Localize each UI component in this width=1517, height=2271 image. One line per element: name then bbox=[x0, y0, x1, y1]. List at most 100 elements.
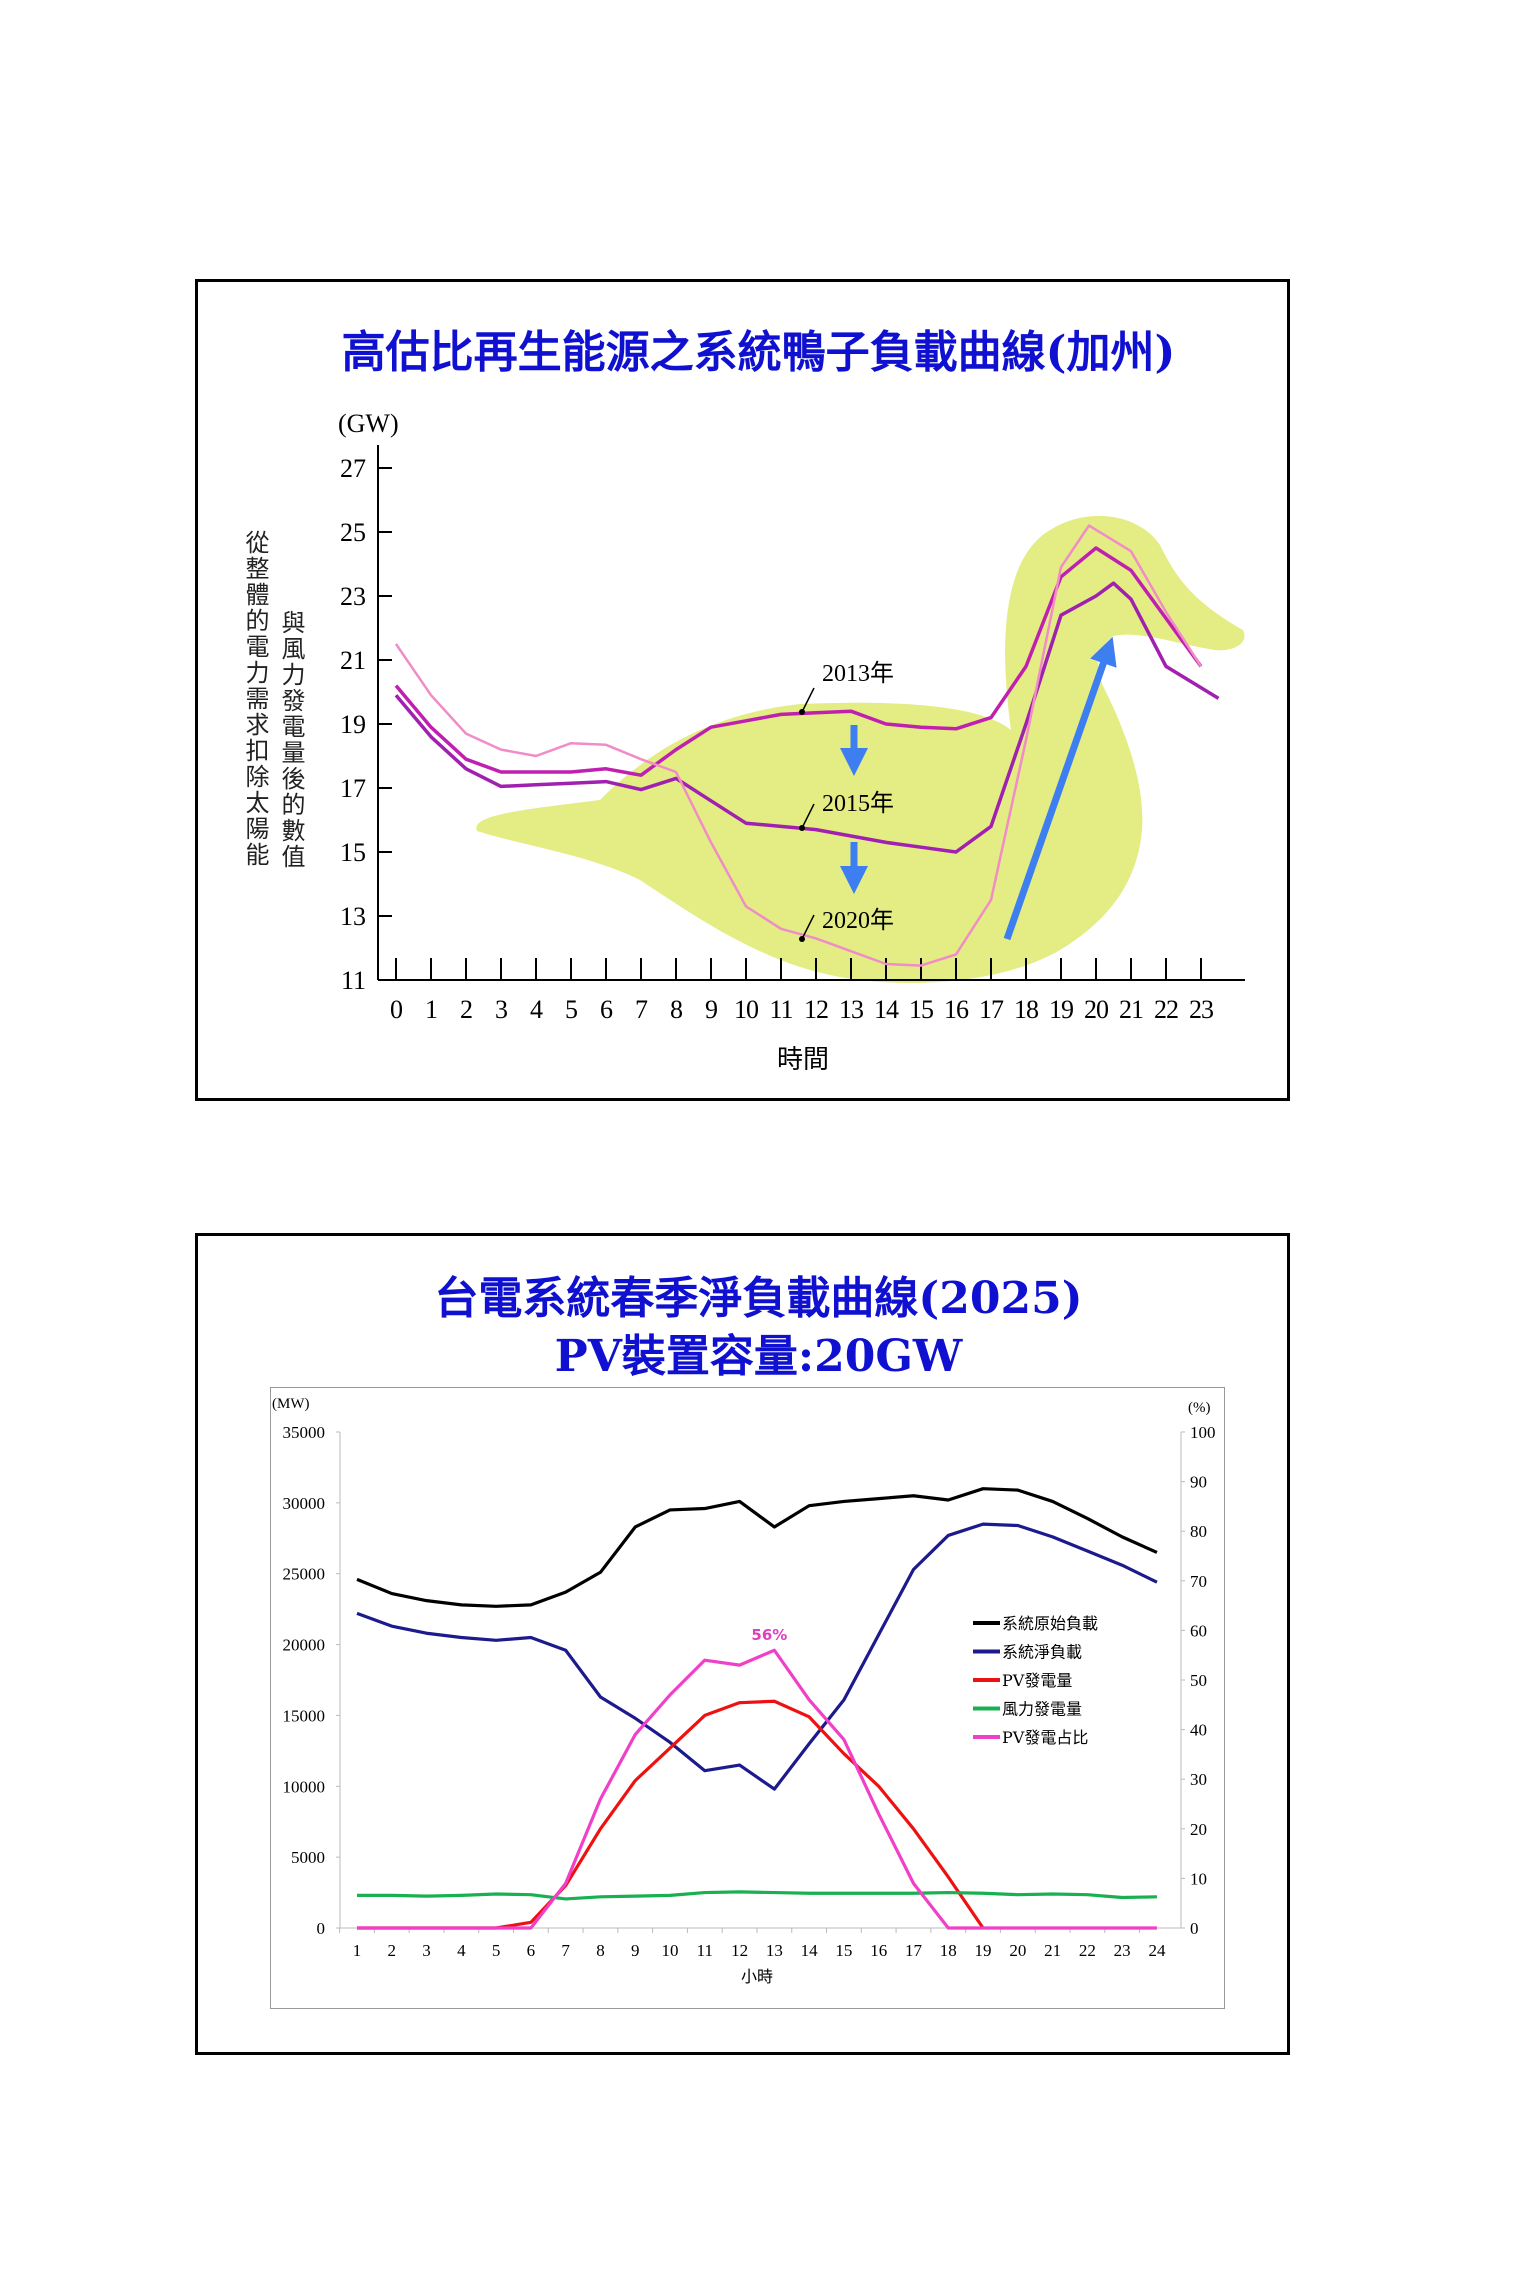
annotation-leader bbox=[801, 687, 815, 713]
x-tick-label: 5 bbox=[565, 995, 577, 1024]
series-line-系統原始負載 bbox=[356, 1487, 1158, 1608]
series-line-2015年 bbox=[394, 581, 1220, 854]
series-line-2020年 bbox=[394, 524, 1203, 967]
x-tick-label: 15 bbox=[835, 1941, 852, 1960]
x-tick-label: 24 bbox=[1148, 1941, 1166, 1960]
annotation-label: 2020年 bbox=[822, 907, 894, 934]
x-tick-label: 10 bbox=[734, 995, 759, 1024]
right-tick-label: 40 bbox=[1190, 1721, 1207, 1740]
annotation-point bbox=[799, 709, 805, 715]
annotation-point bbox=[799, 936, 805, 942]
x-tick-label: 19 bbox=[975, 1941, 992, 1960]
x-tick-label: 8 bbox=[670, 995, 683, 1024]
x-tick-label: 18 bbox=[940, 1941, 957, 1960]
y-tick-label: 21 bbox=[340, 646, 366, 675]
x-tick-label: 4 bbox=[530, 995, 543, 1024]
x-tick-label: 13 bbox=[839, 995, 863, 1024]
annotation-point bbox=[799, 825, 805, 831]
peak-annotation: 56% bbox=[751, 1626, 787, 1644]
x-tick-label: 17 bbox=[979, 995, 1004, 1024]
x-tick-label: 15 bbox=[909, 995, 933, 1024]
chart1-ylabel-line2: 與風力發電量後的數值 bbox=[277, 610, 305, 870]
x-tick-label: 14 bbox=[874, 995, 899, 1024]
right-tick-label: 20 bbox=[1190, 1820, 1207, 1839]
series-line-PV發電占比 bbox=[357, 1648, 1157, 1930]
right-tick-label: 10 bbox=[1190, 1869, 1207, 1888]
up-arrow-icon bbox=[1003, 636, 1117, 941]
legend-label: PV發電量 bbox=[1002, 1671, 1072, 1690]
x-tick-label: 23 bbox=[1189, 995, 1213, 1024]
x-tick-label: 7 bbox=[561, 1941, 570, 1960]
left-tick-label: 5000 bbox=[291, 1848, 325, 1867]
series-line-系統淨負載 bbox=[356, 1522, 1158, 1791]
x-tick-label: 22 bbox=[1079, 1941, 1096, 1960]
annotation-leader bbox=[801, 803, 815, 829]
x-tick-label: 0 bbox=[390, 995, 403, 1024]
left-tick-label: 20000 bbox=[283, 1636, 326, 1655]
series-line-2013年 bbox=[394, 546, 1203, 777]
x-tick-label: 8 bbox=[596, 1941, 605, 1960]
x-tick-label: 4 bbox=[457, 1941, 466, 1960]
x-tick-label: 12 bbox=[804, 995, 828, 1024]
legend-label: 風力發電量 bbox=[1002, 1700, 1082, 1719]
right-tick-label: 100 bbox=[1190, 1423, 1216, 1442]
y-unit-label: (GW) bbox=[338, 409, 399, 438]
right-tick-label: 50 bbox=[1190, 1671, 1207, 1690]
right-tick-label: 30 bbox=[1190, 1770, 1207, 1789]
chart2-title: 台電系統春季淨負載曲線(2025) bbox=[434, 1273, 1083, 1324]
legend-label: 系統原始負載 bbox=[1002, 1614, 1098, 1633]
y-tick-label: 15 bbox=[340, 838, 366, 867]
x-tick-label: 11 bbox=[769, 995, 792, 1024]
left-tick-label: 10000 bbox=[283, 1777, 326, 1796]
left-unit-label: (MW) bbox=[272, 1396, 310, 1412]
x-tick-label: 9 bbox=[631, 1941, 640, 1960]
y-tick-label: 13 bbox=[340, 902, 366, 931]
y-tick-label: 27 bbox=[340, 454, 366, 483]
annotation-label: 2015年 bbox=[822, 790, 894, 817]
left-tick-label: 30000 bbox=[283, 1494, 326, 1513]
y-tick-label: 19 bbox=[340, 710, 366, 739]
chart1-ylabel-line1: 從整體的電力需求扣除太陽能 bbox=[241, 530, 269, 868]
legend-label: 系統淨負載 bbox=[1002, 1643, 1082, 1662]
annotation-label: 2013年 bbox=[822, 660, 894, 687]
y-tick-label: 11 bbox=[341, 966, 366, 995]
chart1-title: 高估比再生能源之系統鴨子負載曲線(加州) bbox=[341, 327, 1176, 378]
y-tick-label: 25 bbox=[340, 518, 366, 547]
x-tick-label: 16 bbox=[870, 1941, 887, 1960]
x-tick-label: 23 bbox=[1114, 1941, 1131, 1960]
x-tick-label: 19 bbox=[1049, 995, 1073, 1024]
x-tick-label: 10 bbox=[662, 1941, 679, 1960]
x-tick-label: 2 bbox=[388, 1941, 397, 1960]
x-tick-label: 6 bbox=[527, 1941, 536, 1960]
taipower-chart-frame bbox=[195, 1233, 1290, 2055]
left-tick-label: 0 bbox=[317, 1919, 326, 1938]
series-line-風力發電量 bbox=[357, 1890, 1157, 1901]
x-tick-label: 18 bbox=[1014, 995, 1039, 1024]
x-tick-label: 16 bbox=[944, 995, 969, 1024]
x-tick-label: 12 bbox=[731, 1941, 748, 1960]
annotation-leader bbox=[801, 914, 815, 940]
x-tick-label: 11 bbox=[697, 1941, 713, 1960]
right-tick-label: 90 bbox=[1190, 1473, 1207, 1492]
y-tick-label: 23 bbox=[340, 582, 366, 611]
x-tick-label: 1 bbox=[353, 1941, 362, 1960]
right-tick-label: 0 bbox=[1190, 1919, 1199, 1938]
x-tick-label: 9 bbox=[705, 995, 717, 1024]
right-tick-label: 60 bbox=[1190, 1621, 1207, 1640]
chart2-subtitle: PV裝置容量:20GW bbox=[554, 1331, 963, 1382]
right-unit-label: (%) bbox=[1188, 1400, 1211, 1416]
y-tick-label: 17 bbox=[340, 774, 366, 803]
x-tick-label: 13 bbox=[766, 1941, 783, 1960]
right-tick-label: 70 bbox=[1190, 1572, 1207, 1591]
x-tick-label: 7 bbox=[635, 995, 648, 1024]
legend-label: PV發電占比 bbox=[1002, 1728, 1088, 1747]
x-tick-label: 6 bbox=[600, 995, 613, 1024]
x-tick-label: 17 bbox=[905, 1941, 923, 1960]
x-tick-label: 21 bbox=[1119, 995, 1143, 1024]
left-tick-label: 25000 bbox=[283, 1565, 326, 1584]
x-tick-label: 20 bbox=[1009, 1941, 1026, 1960]
x-tick-label: 22 bbox=[1154, 995, 1178, 1024]
x-tick-label: 3 bbox=[495, 995, 507, 1024]
